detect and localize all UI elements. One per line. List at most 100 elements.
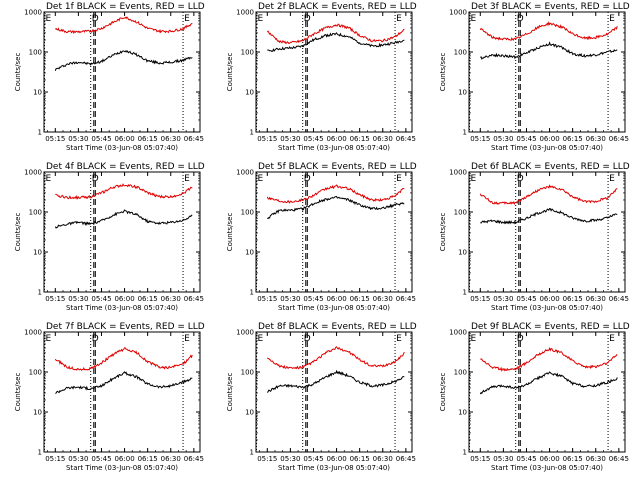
marker-label: E: [184, 174, 190, 184]
plot-frame: [255, 331, 413, 453]
marker-label: D: [517, 14, 524, 24]
x-tick-label: 05:45: [516, 295, 536, 303]
plot-frame: [468, 11, 626, 133]
x-tick-label: 05:15: [45, 455, 65, 463]
panel-8: Det 8f BLACK = Events, RED = LLD 1 10 100 10…: [226, 322, 417, 472]
x-tick-label: 05:15: [257, 455, 277, 463]
series-events: [267, 32, 405, 52]
marker-label: D: [304, 334, 311, 344]
y-tick-label: 1000: [236, 9, 254, 17]
x-tick-label: 05:15: [45, 135, 65, 143]
marker-label: E: [258, 174, 264, 184]
x-tick-label: 06:15: [563, 135, 583, 143]
marker-label: E: [609, 174, 615, 184]
series-events: [54, 209, 193, 229]
marker-label: E: [46, 174, 52, 184]
x-tick-label: 06:30: [586, 455, 606, 463]
marker-label: E: [258, 14, 264, 24]
x-tick-label: 06:45: [184, 295, 204, 303]
x-tick-label: 06:00: [114, 455, 134, 463]
marker-label: D: [92, 334, 99, 344]
plot-frame: [43, 171, 201, 293]
y-tick-label: 100: [454, 49, 467, 57]
x-axis-label: Start Time (03-Jun-08 05:07:40): [491, 304, 603, 312]
series-lld: [54, 16, 193, 35]
x-tick-label: 06:00: [539, 295, 559, 303]
panel-title: Det 1f BLACK = Events, RED = LLD: [46, 2, 205, 12]
marker-label: E: [46, 14, 52, 24]
marker-label: D: [92, 14, 99, 24]
x-tick-label: 05:30: [68, 295, 88, 303]
panel-title: Det 6f BLACK = Events, RED = LLD: [471, 162, 630, 172]
panel-9: Det 9f BLACK = Events, RED = LLD 1 10 100 10…: [439, 322, 630, 472]
x-axis-label: Start Time (03-Jun-08 05:07:40): [66, 304, 178, 312]
marker-label: E: [184, 14, 190, 24]
series-lld: [266, 184, 405, 204]
y-tick-label: 100: [241, 209, 254, 217]
x-tick-label: 06:30: [373, 455, 393, 463]
x-tick-label: 06:15: [563, 455, 583, 463]
y-tick-label: 10: [33, 409, 42, 417]
series-events: [267, 195, 405, 220]
x-tick-label: 06:45: [396, 455, 416, 463]
x-tick-label: 06:30: [161, 295, 181, 303]
x-tick-label: 06:15: [350, 295, 370, 303]
panel-2: Det 2f BLACK = Events, RED = LLD 1 10 100 10…: [226, 2, 417, 152]
marker-label: E: [471, 174, 477, 184]
plot-frame: [255, 11, 413, 133]
y-axis-label: Counts/sec: [226, 213, 234, 252]
x-tick-label: 06:45: [396, 295, 416, 303]
series-lld: [54, 347, 193, 371]
x-tick-label: 06:45: [184, 455, 204, 463]
series-events: [55, 371, 193, 394]
x-tick-label: 06:15: [138, 455, 158, 463]
series-events: [480, 207, 618, 225]
x-tick-label: 05:45: [516, 135, 536, 143]
marker-label: E: [396, 174, 402, 184]
panel-title: Det 5f BLACK = Events, RED = LLD: [258, 162, 417, 172]
series-events: [479, 371, 618, 395]
y-axis-label: Counts/sec: [14, 213, 22, 252]
series-lld: [266, 346, 405, 370]
series-events: [266, 369, 405, 393]
marker-label: E: [258, 334, 264, 344]
x-axis-label: Start Time (03-Jun-08 05:07:40): [278, 144, 390, 152]
y-tick-label: 1: [250, 449, 254, 457]
y-axis-label: Counts/sec: [439, 53, 447, 92]
y-tick-label: 10: [245, 89, 254, 97]
x-tick-label: 06:15: [350, 135, 370, 143]
x-tick-label: 05:30: [493, 135, 513, 143]
x-tick-label: 05:45: [303, 295, 323, 303]
x-axis-label: Start Time (03-Jun-08 05:07:40): [66, 144, 178, 152]
y-tick-label: 10: [458, 409, 467, 417]
series-lld: [266, 23, 405, 45]
x-tick-label: 05:15: [45, 295, 65, 303]
plot-frame: [43, 331, 201, 453]
x-tick-label: 05:30: [280, 295, 300, 303]
y-tick-label: 1: [463, 129, 467, 137]
y-axis-label: Counts/sec: [14, 53, 22, 92]
x-tick-label: 05:15: [257, 295, 277, 303]
x-axis-label: Start Time (03-Jun-08 05:07:40): [66, 464, 178, 472]
x-tick-label: 05:15: [470, 135, 490, 143]
marker-label: E: [471, 334, 477, 344]
plot-frame: [468, 331, 626, 453]
y-tick-label: 10: [33, 89, 42, 97]
marker-label: D: [92, 174, 99, 184]
plot-frame: [468, 171, 626, 293]
x-tick-label: 06:30: [161, 135, 181, 143]
y-tick-label: 10: [33, 249, 42, 257]
panel-title: Det 7f BLACK = Events, RED = LLD: [46, 322, 205, 332]
y-tick-label: 1: [463, 449, 467, 457]
marker-label: E: [471, 14, 477, 24]
x-tick-label: 06:30: [373, 135, 393, 143]
x-tick-label: 06:00: [539, 455, 559, 463]
y-tick-label: 100: [241, 369, 254, 377]
y-axis-label: Counts/sec: [226, 373, 234, 412]
marker-label: E: [184, 334, 190, 344]
x-tick-label: 06:30: [586, 135, 606, 143]
y-tick-label: 1000: [24, 169, 42, 177]
series-events: [480, 41, 618, 60]
y-tick-label: 100: [454, 209, 467, 217]
